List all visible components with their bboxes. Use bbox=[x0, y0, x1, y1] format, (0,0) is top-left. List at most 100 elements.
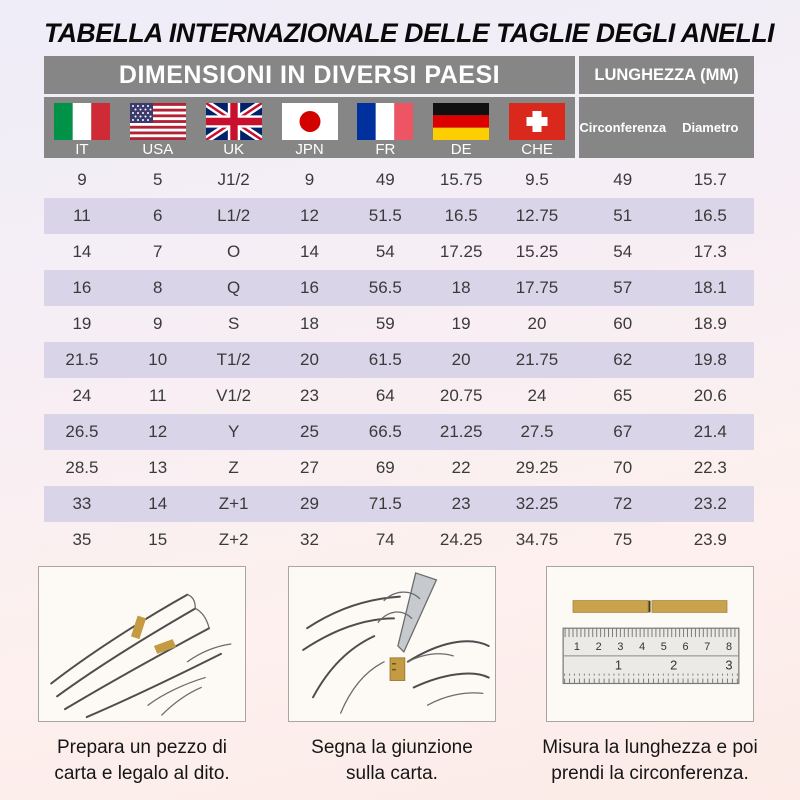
table-cell: 8 bbox=[153, 278, 163, 297]
table-cell: 21.25 bbox=[439, 422, 483, 441]
table-cell: 61.5 bbox=[368, 350, 402, 369]
table-cell: 69 bbox=[375, 458, 395, 477]
country-code: CHE bbox=[521, 141, 553, 158]
table-cell: 10 bbox=[148, 350, 168, 369]
table-cell: Y bbox=[227, 422, 240, 441]
column-switzerland: CHE bbox=[499, 97, 575, 158]
table-cell: 62 bbox=[613, 350, 633, 369]
table-cell: 49 bbox=[613, 170, 633, 189]
table-cell: 35 bbox=[72, 530, 92, 549]
table-cell: 9 bbox=[77, 170, 87, 189]
svg-text:3: 3 bbox=[725, 658, 732, 673]
svg-text:3: 3 bbox=[617, 641, 623, 653]
country-flags-group: IT bbox=[44, 97, 575, 158]
column-germany: DE bbox=[423, 97, 499, 158]
germany-flag-icon bbox=[433, 103, 490, 140]
table-cell: 65 bbox=[613, 386, 633, 405]
table-cell: 24 bbox=[527, 386, 547, 405]
table-cell: 67 bbox=[613, 422, 633, 441]
table-row: 19 9 S 18 59 19 20 60 18.9 bbox=[44, 306, 754, 342]
uk-flag-icon bbox=[205, 103, 262, 140]
table-cell: 15 bbox=[148, 530, 168, 549]
table-cell: 21.5 bbox=[65, 350, 99, 369]
table-cell: 16.5 bbox=[444, 206, 478, 225]
table-cell: 22.3 bbox=[693, 458, 727, 477]
table-cell: 5 bbox=[153, 170, 163, 189]
table-cell: Q bbox=[226, 278, 241, 297]
table-cell: 59 bbox=[375, 314, 395, 333]
mark-paper-illustration bbox=[288, 566, 496, 722]
table-cell: 72 bbox=[613, 494, 633, 513]
table-cell: 20.75 bbox=[439, 386, 483, 405]
table-cell: 16 bbox=[299, 278, 319, 297]
table-row: 24 11 V1/2 23 64 20.75 24 65 20.6 bbox=[44, 378, 754, 414]
svg-text:1: 1 bbox=[615, 658, 622, 673]
table-cell: 24 bbox=[72, 386, 92, 405]
svg-text:4: 4 bbox=[639, 641, 645, 653]
table-cell: 18 bbox=[299, 314, 319, 333]
table-cell: 60 bbox=[613, 314, 633, 333]
table-cell: 15.7 bbox=[693, 170, 727, 189]
table-cell: 18.9 bbox=[693, 314, 727, 333]
column-uk: UK bbox=[196, 97, 272, 158]
table-cell: 54 bbox=[375, 242, 395, 261]
instruction-step-3: 1 2 3 4 5 6 7 8 1 2 3 bbox=[516, 566, 784, 786]
table-cell: 16 bbox=[72, 278, 92, 297]
table-cell: 14 bbox=[72, 242, 92, 261]
table-cell: 9 bbox=[153, 314, 163, 333]
page-title: TABELLA INTERNAZIONALE DELLE TAGLIE DEGL… bbox=[44, 18, 775, 48]
table-cell: V1/2 bbox=[216, 386, 252, 405]
table-cell: 14 bbox=[148, 494, 168, 513]
table-cell: 24.25 bbox=[439, 530, 483, 549]
table-cell: 64 bbox=[375, 386, 395, 405]
table-cell: 9.5 bbox=[525, 170, 549, 189]
length-columns-group: Circonferenza Diametro bbox=[579, 97, 754, 158]
svg-text:5: 5 bbox=[661, 641, 667, 653]
table-row: 35 15 Z+2 32 74 24.25 34.75 75 23.9 bbox=[44, 522, 754, 558]
header-dimensions: DIMENSIONI IN DIVERSI PAESI bbox=[44, 56, 575, 94]
table-row: 16 8 Q 16 56.5 18 17.75 57 18.1 bbox=[44, 270, 754, 306]
instruction-step-2: Segna la giunzione sulla carta. bbox=[268, 566, 516, 786]
svg-text:1: 1 bbox=[574, 641, 580, 653]
table-cell: 12 bbox=[299, 206, 319, 225]
table-cell: 23.2 bbox=[693, 494, 727, 513]
svg-text:8: 8 bbox=[726, 641, 732, 653]
column-japan: JPN bbox=[272, 97, 348, 158]
table-cell: 17.3 bbox=[693, 242, 727, 261]
table-row: 14 7 O 14 54 17.25 15.25 54 17.3 bbox=[44, 234, 754, 270]
country-code: DE bbox=[450, 141, 472, 158]
flags-row: IT bbox=[44, 97, 754, 158]
column-diameter: Diametro bbox=[682, 120, 739, 135]
table-cell: L1/2 bbox=[217, 206, 251, 225]
svg-text:2: 2 bbox=[670, 658, 677, 673]
table-cell: 25 bbox=[299, 422, 319, 441]
column-circumference: Circonferenza bbox=[579, 120, 667, 135]
table-cell: 32 bbox=[299, 530, 319, 549]
table-cell: 20 bbox=[527, 314, 547, 333]
table-cell: O bbox=[226, 242, 241, 261]
table-cell: 19 bbox=[451, 314, 471, 333]
table-cell: 11 bbox=[148, 386, 167, 405]
column-usa: USA bbox=[120, 97, 196, 158]
table-cell: 17.25 bbox=[439, 242, 483, 261]
table-cell: S bbox=[227, 314, 240, 333]
step-3-caption: Misura la lunghezza e poi prendi la circ… bbox=[542, 737, 758, 784]
table-cell: 51.5 bbox=[368, 206, 402, 225]
table-cell: 57 bbox=[613, 278, 633, 297]
table-row: 9 5 J1/2 9 49 15.75 9.5 49 15.7 bbox=[44, 162, 754, 198]
table-cell: 26.5 bbox=[65, 422, 99, 441]
table-cell: 49 bbox=[375, 170, 395, 189]
hand-with-paper-strip-icon bbox=[50, 593, 232, 719]
table-cell: 51 bbox=[613, 206, 633, 225]
table-cell: 7 bbox=[153, 242, 163, 261]
table-cell: 74 bbox=[375, 530, 395, 549]
hand-paper-illustration bbox=[38, 566, 246, 722]
table-cell: 27.5 bbox=[520, 422, 554, 441]
table-row: 28.5 13 Z 27 69 22 29.25 70 22.3 bbox=[44, 450, 754, 486]
table-cell: 20 bbox=[299, 350, 319, 369]
table-cell: 21.75 bbox=[515, 350, 559, 369]
instruction-step-1: Prepara un pezzo di carta e legalo al di… bbox=[16, 566, 268, 786]
table-cell: 21.4 bbox=[693, 422, 727, 441]
country-code: UK bbox=[223, 141, 245, 158]
